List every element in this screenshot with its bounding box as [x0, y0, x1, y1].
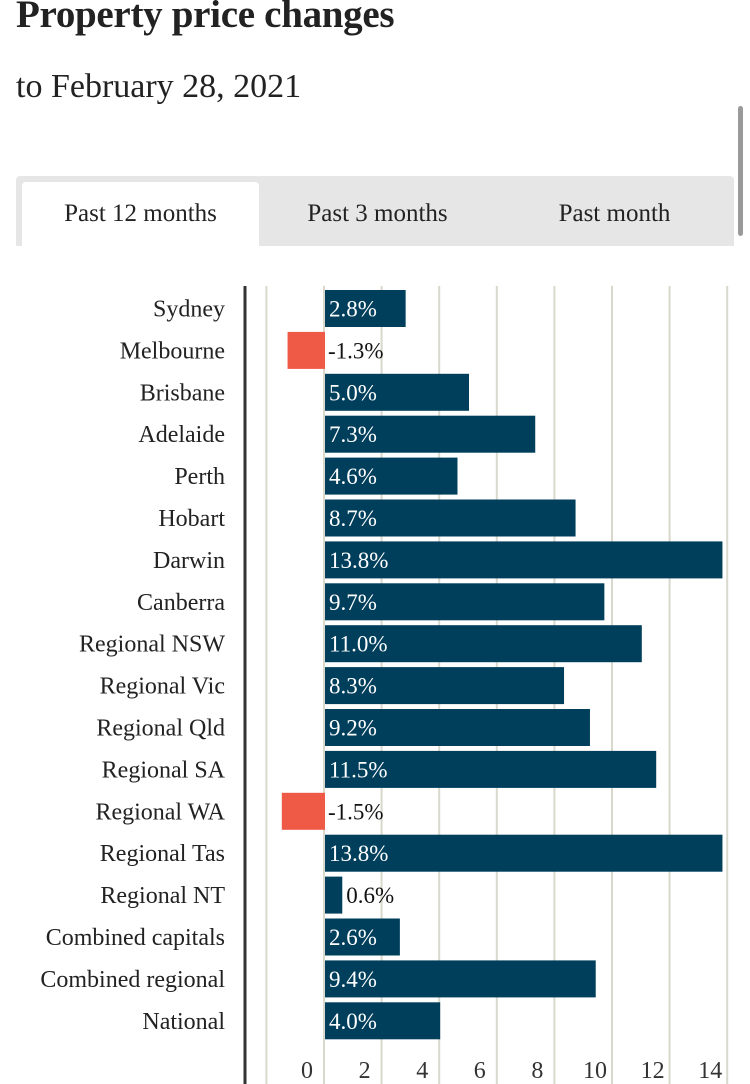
bar-regional-nt: [325, 876, 343, 914]
bar-national: [325, 1002, 441, 1040]
bar-regional-nsw: [325, 625, 642, 663]
value-label: 13.8%: [329, 841, 388, 866]
value-label: 4.0%: [329, 1009, 377, 1034]
category-label: Sydney: [153, 297, 225, 323]
value-label: 11.5%: [329, 757, 388, 782]
category-label: Regional SA: [102, 757, 226, 783]
bar-regional-sa: [325, 750, 657, 788]
bar-regional-qld: [325, 709, 590, 746]
value-label: 7.3%: [329, 422, 377, 447]
category-label: Darwin: [153, 548, 225, 574]
category-label: Brisbane: [140, 380, 225, 406]
tab-past-3-months[interactable]: Past 3 months: [307, 200, 448, 227]
bar-combined-regional: [325, 960, 596, 998]
x-tick-label: 6: [474, 1058, 486, 1084]
x-tick-label: 4: [416, 1058, 428, 1084]
value-label: 2.6%: [329, 925, 377, 950]
bar-darwin: [325, 541, 723, 579]
bar-brisbane: [325, 373, 469, 411]
value-label: -1.5%: [328, 799, 384, 824]
category-label: Regional Tas: [100, 841, 225, 867]
category-label: National: [142, 1009, 225, 1035]
category-label: Perth: [174, 464, 225, 490]
period-tabs: Past 12 months Past 3 months Past month: [16, 176, 734, 246]
x-tick-label: 12: [641, 1058, 665, 1084]
category-label: Adelaide: [138, 422, 225, 448]
bar-regional-wa: [281, 792, 325, 830]
value-label: 9.4%: [329, 967, 377, 992]
category-label: Canberra: [137, 590, 225, 616]
category-label: Regional Vic: [100, 674, 225, 700]
bar-adelaide: [325, 415, 536, 453]
bar-regional-tas: [325, 834, 723, 872]
page-title: Property price changes: [16, 0, 395, 36]
category-label: Regional WA: [95, 799, 225, 825]
x-tick-label: 10: [583, 1058, 607, 1084]
value-label: 11.0%: [329, 632, 388, 657]
value-label: -1.3%: [328, 338, 384, 363]
category-label: Regional NT: [100, 883, 225, 909]
value-label: 8.3%: [329, 674, 377, 699]
value-label: 9.2%: [329, 716, 377, 741]
category-label: Combined capitals: [46, 925, 225, 951]
category-label: Combined regional: [40, 967, 225, 993]
category-label: Regional NSW: [79, 632, 225, 658]
bar-canberra: [325, 583, 605, 621]
category-label: Hobart: [158, 506, 225, 532]
value-label: 5.0%: [329, 380, 377, 405]
x-tick-label: 0: [301, 1058, 313, 1084]
bar-sydney: [325, 290, 406, 327]
value-label: 0.6%: [346, 883, 394, 908]
value-label: 2.8%: [329, 297, 377, 322]
x-tick-label: 2: [359, 1058, 371, 1084]
category-label: Regional Qld: [96, 716, 225, 742]
tab-past-month[interactable]: Past month: [558, 200, 671, 227]
value-label: 9.7%: [329, 590, 377, 615]
bar-melbourne: [287, 331, 325, 369]
bar-combined-capitals: [325, 918, 400, 956]
bar-perth: [325, 457, 458, 495]
x-tick-label: 8: [531, 1058, 543, 1084]
category-label: Melbourne: [120, 338, 225, 364]
value-label: 13.8%: [329, 548, 388, 573]
scrollbar[interactable]: [738, 106, 743, 236]
value-label: 8.7%: [329, 506, 377, 531]
bar-hobart: [325, 499, 576, 537]
page-subtitle: to February 28, 2021: [16, 68, 302, 105]
value-label: 4.6%: [329, 464, 377, 489]
tab-past-12-months[interactable]: Past 12 months: [22, 182, 259, 246]
bar-regional-vic: [325, 667, 565, 705]
x-tick-label: 14: [698, 1058, 722, 1084]
